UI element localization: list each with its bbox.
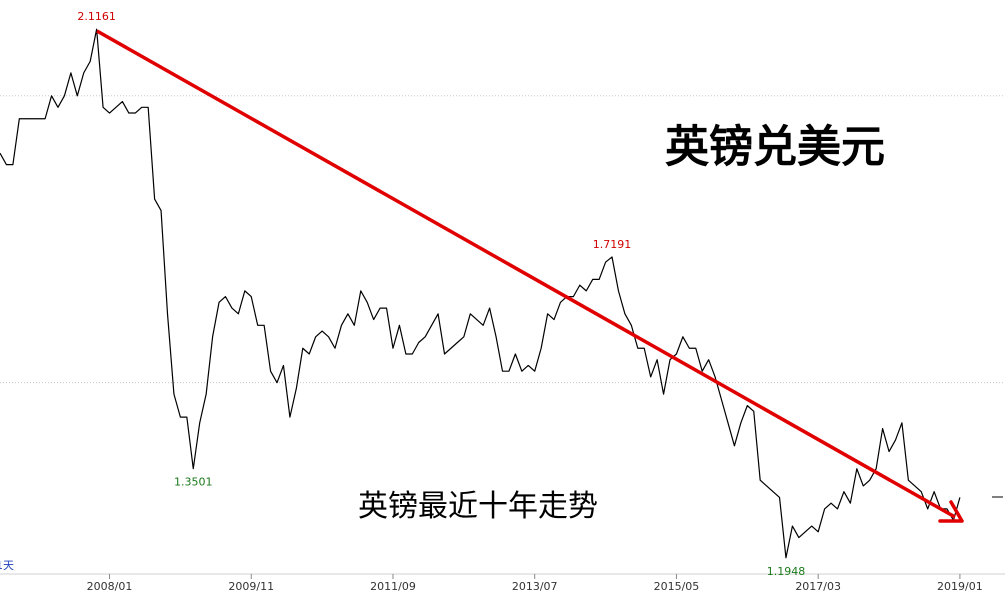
x-tick-label: 2009/11	[228, 580, 274, 593]
x-tick-label: 2017/03	[795, 580, 841, 593]
annotation-label: 2.1161	[77, 10, 116, 23]
annotation-label: 1.1948	[767, 565, 806, 578]
annotation-label: 1.3501	[174, 476, 213, 489]
period-label: 1天	[0, 559, 14, 572]
x-tick-label: 2019/01	[937, 580, 983, 593]
annotation-label: 1.7191	[593, 238, 632, 251]
x-tick-label: 2008/01	[87, 580, 133, 593]
price-line	[0, 28, 961, 559]
chart-title: 英镑兑美元	[665, 122, 885, 173]
x-tick-label: 2013/07	[512, 580, 558, 593]
x-tick-label: 2011/09	[370, 580, 416, 593]
chart-subtitle: 英镑最近十年走势	[358, 489, 598, 524]
trend-arrow	[96, 29, 956, 519]
trend-arrowhead	[938, 500, 964, 523]
x-tick-label: 2015/05	[654, 580, 700, 593]
